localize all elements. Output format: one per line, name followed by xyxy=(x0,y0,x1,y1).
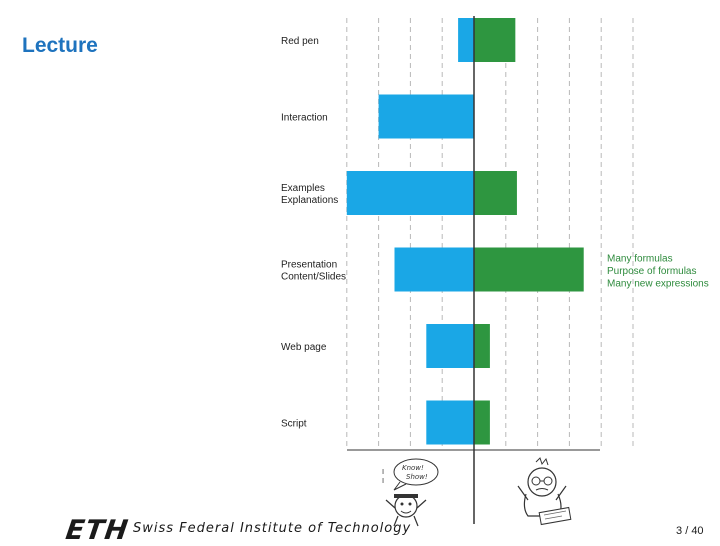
page-current: 3 xyxy=(676,525,683,537)
grid-layer xyxy=(346,18,634,448)
confident-student-icon: Know! Show! I I xyxy=(382,458,439,527)
bar-blue xyxy=(378,94,474,139)
page-total: 40 xyxy=(691,525,704,537)
bar-blue xyxy=(458,18,474,62)
bar-blue xyxy=(346,171,474,215)
category-label: Examples xyxy=(281,183,325,194)
bubble-line-1: Know! xyxy=(402,464,424,472)
svg-text:I: I xyxy=(382,477,384,485)
axis-layer xyxy=(347,16,600,524)
institution-name: Swiss Federal Institute of Technology xyxy=(133,521,412,536)
category-label: Interaction xyxy=(281,113,328,124)
category-label: Explanations xyxy=(281,195,338,206)
annotation-label: Purpose of formulas xyxy=(607,266,697,277)
bar-blue xyxy=(426,400,474,445)
page-separator: / xyxy=(685,525,689,537)
category-label: Red pen xyxy=(281,36,319,47)
page-number: 3 / 40 xyxy=(676,525,704,537)
bar-green xyxy=(474,18,516,62)
eth-logo: ETH xyxy=(63,515,131,546)
annotation-label: Many formulas xyxy=(607,254,673,265)
bars-layer xyxy=(346,18,584,445)
category-label: Script xyxy=(281,419,307,430)
svg-text:I: I xyxy=(382,468,384,476)
bar-blue xyxy=(394,247,474,292)
annotation-label: Many new expressions xyxy=(607,279,709,290)
bar-green xyxy=(474,171,517,215)
slide-title: Lecture xyxy=(22,34,98,57)
category-label: Content/Slides xyxy=(281,272,346,283)
bar-blue xyxy=(426,324,474,368)
category-label: Web page xyxy=(281,342,327,353)
bar-green xyxy=(474,400,490,445)
bar-green xyxy=(474,247,584,292)
bubble-line-2: Show! xyxy=(406,473,428,481)
bar-green xyxy=(474,324,490,368)
category-label: Presentation xyxy=(281,260,337,271)
stressed-student-icon xyxy=(517,457,572,526)
